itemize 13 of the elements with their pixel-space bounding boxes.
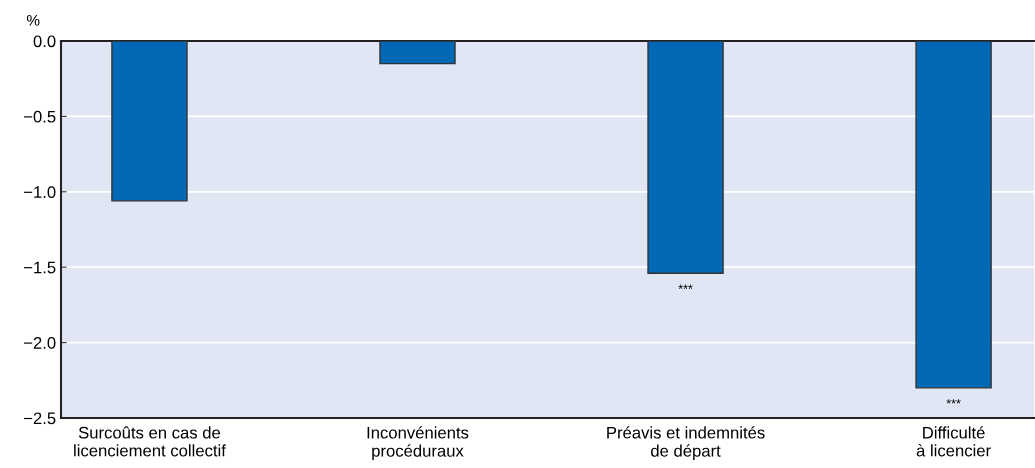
x-tick-label: Surcoûts en cas de licenciement collectif	[74, 426, 226, 457]
y-tick-label: −1.0	[24, 186, 56, 198]
x-tick-label: Préavis et indemnités de départ	[607, 426, 765, 461]
y-axis-title: %	[26, 14, 40, 26]
y-tick-label: −1.5	[24, 261, 56, 274]
y-tick-label: −2.5	[24, 412, 56, 425]
annotation: ***	[946, 399, 961, 404]
y-tick-label: −0.5	[24, 110, 56, 123]
x-tick-label: Difficulté à licencier	[916, 426, 991, 457]
y-tick-label: −2.0	[24, 337, 56, 349]
x-tick-label: Inconvénients procéduraux	[367, 426, 469, 461]
y-tick-label: 0.0	[33, 35, 56, 48]
annotation: ***	[678, 284, 693, 289]
